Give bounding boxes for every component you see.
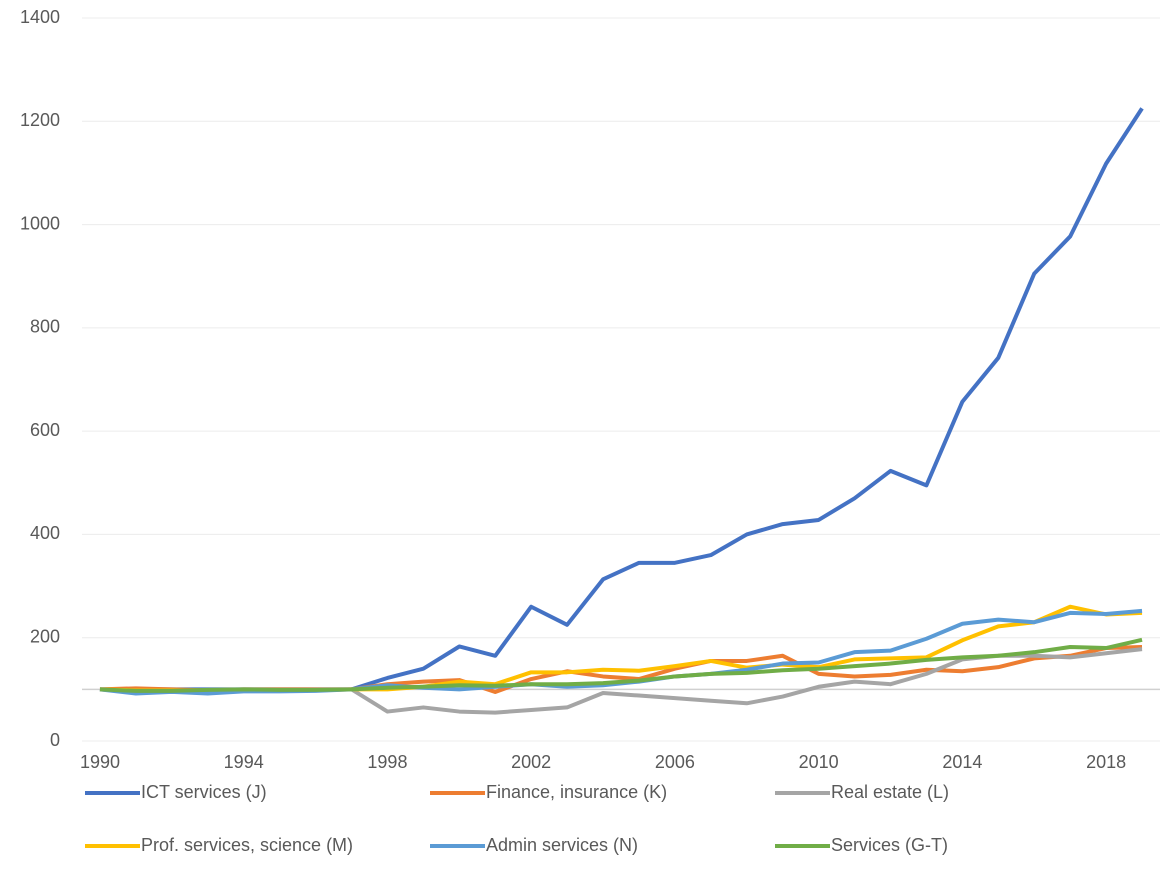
x-tick-label: 2018: [1086, 752, 1126, 772]
x-tick-label: 2002: [511, 752, 551, 772]
x-tick-label: 1998: [367, 752, 407, 772]
legend-label: Finance, insurance (K): [486, 782, 667, 802]
legend-label: Prof. services, science (M): [141, 835, 353, 855]
y-tick-label: 1000: [20, 213, 60, 233]
x-tick-label: 1990: [80, 752, 120, 772]
y-tick-label: 0: [50, 730, 60, 750]
series-line: [99, 107, 1144, 692]
x-tick-label: 2014: [942, 752, 982, 772]
y-tick-label: 600: [30, 420, 60, 440]
legend-label: Admin services (N): [486, 835, 638, 855]
y-tick-label: 200: [30, 626, 60, 646]
legend-label: Real estate (L): [831, 782, 949, 802]
y-tick-label: 800: [30, 317, 60, 337]
series-line: [99, 637, 1143, 693]
x-tick-label: 2010: [799, 752, 839, 772]
y-tick-label: 1400: [20, 7, 60, 27]
x-tick-label: 2006: [655, 752, 695, 772]
y-tick-label: 400: [30, 523, 60, 543]
legend-label: Services (G-T): [831, 835, 948, 855]
legend-label: ICT services (J): [141, 782, 267, 802]
x-tick-label: 1994: [224, 752, 264, 772]
y-tick-label: 1200: [20, 110, 60, 130]
